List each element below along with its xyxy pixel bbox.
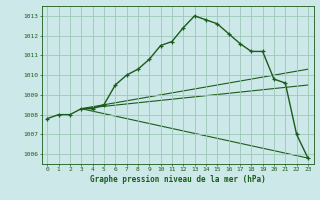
X-axis label: Graphe pression niveau de la mer (hPa): Graphe pression niveau de la mer (hPa) — [90, 175, 266, 184]
